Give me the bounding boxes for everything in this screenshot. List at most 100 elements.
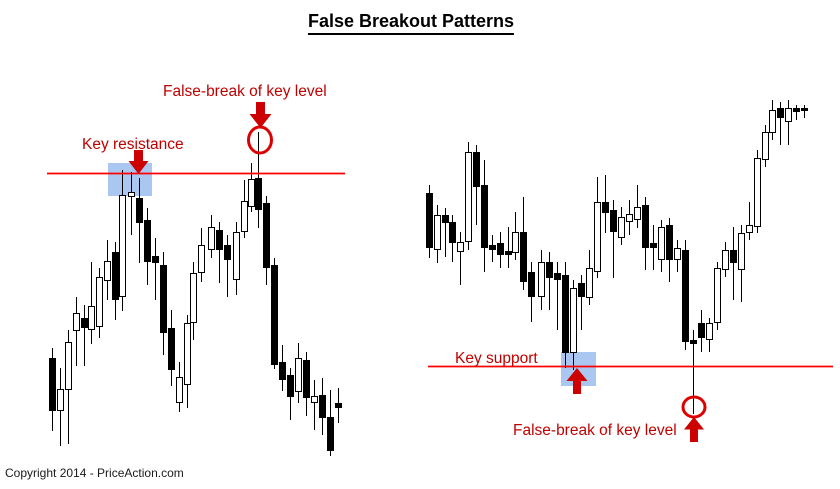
candle-body [689, 340, 697, 344]
candle-body [240, 201, 248, 232]
candle-body [175, 377, 183, 403]
candle-wick [556, 262, 558, 330]
candle-body [56, 389, 64, 411]
candle-body [270, 265, 278, 365]
candle-body [326, 417, 334, 451]
candle-body [601, 202, 609, 213]
down-arrow-icon-false-break-left [249, 102, 272, 128]
candle-body [167, 328, 175, 370]
candle-wick [612, 200, 614, 278]
candle-body [464, 152, 472, 242]
candle-body [721, 250, 729, 270]
candle-body [72, 313, 80, 331]
candle-body [784, 108, 792, 122]
candle-wick [795, 105, 797, 120]
candle-body [537, 262, 545, 297]
figure-title: False Breakout Patterns [307, 11, 515, 35]
candle-body [519, 232, 527, 282]
candle-body [433, 215, 441, 250]
candle-wick [692, 330, 694, 414]
candle-body [223, 245, 231, 260]
candle-body [705, 323, 713, 340]
candle-wick [803, 105, 805, 118]
candle-wick [313, 380, 315, 430]
candle-body [310, 396, 318, 403]
candle-body [673, 248, 681, 260]
candle-body [294, 358, 302, 392]
candle-body [95, 277, 103, 327]
candle-body [189, 273, 197, 323]
copyright-text: Copyright 2014 - PriceAction.com [5, 466, 184, 480]
candle-wick [787, 100, 789, 145]
candle-body [262, 203, 270, 268]
candle-wick [130, 172, 132, 235]
candle-wick [75, 297, 77, 366]
candle-body [609, 210, 617, 232]
candle-wick [218, 222, 220, 283]
candle-body [569, 288, 577, 353]
candle-body [247, 179, 255, 207]
candle-body [641, 205, 649, 248]
candle-body [617, 217, 625, 238]
candle-body [753, 158, 761, 227]
candle-body [334, 403, 342, 408]
down-arrow-icon-resistance [128, 150, 149, 174]
candle-wick [226, 235, 228, 297]
candle-body [697, 323, 705, 338]
candle-body [577, 283, 585, 297]
candle-wick [444, 208, 446, 257]
candle-body [286, 375, 294, 397]
candle-body [232, 232, 240, 280]
false-break-circle-left [247, 125, 273, 155]
candle-body [215, 230, 223, 250]
candle-body [633, 207, 641, 220]
candle-wick [636, 185, 638, 228]
candle-wick [548, 252, 550, 310]
candle-body [545, 262, 553, 278]
candle-body [197, 245, 205, 273]
resistance-label: Key resistance [82, 136, 184, 153]
candle-body [151, 256, 159, 263]
candle-body [657, 227, 665, 260]
candle-body [318, 395, 326, 418]
candle-body [135, 198, 143, 223]
candle-body [511, 232, 519, 253]
candle-body [745, 225, 753, 233]
candle-body [681, 250, 689, 342]
candle-body [103, 261, 111, 281]
candle-body [64, 342, 72, 390]
candle-body [48, 358, 56, 411]
candle-body [480, 185, 488, 248]
candle-body [800, 108, 808, 111]
candle-body [625, 214, 633, 222]
candle-body [527, 272, 535, 297]
candle-body [504, 251, 512, 255]
resistance-zone [108, 163, 152, 196]
candle-body [278, 362, 286, 380]
candle-body [183, 323, 191, 385]
candle-body [649, 243, 657, 248]
candle-wick [779, 102, 781, 145]
up-arrow-icon-support [566, 368, 588, 394]
candle-body [143, 220, 151, 262]
candle-body [111, 252, 119, 300]
candle-body [737, 233, 745, 270]
false-break-circle-right [681, 395, 707, 419]
candle-body [729, 250, 737, 263]
candle-body [561, 275, 569, 353]
candle-wick [732, 227, 734, 300]
candle-wick [580, 275, 582, 330]
candle-wick [459, 232, 461, 285]
candle-wick [507, 227, 509, 268]
candle-body [496, 243, 504, 255]
candle-body [207, 227, 215, 250]
up-arrow-icon-false-break-right [684, 417, 704, 442]
candle-body [425, 193, 433, 248]
candle-body [776, 108, 784, 118]
candle-body [472, 152, 480, 187]
candle-wick [748, 202, 750, 240]
candle-body [768, 110, 776, 133]
